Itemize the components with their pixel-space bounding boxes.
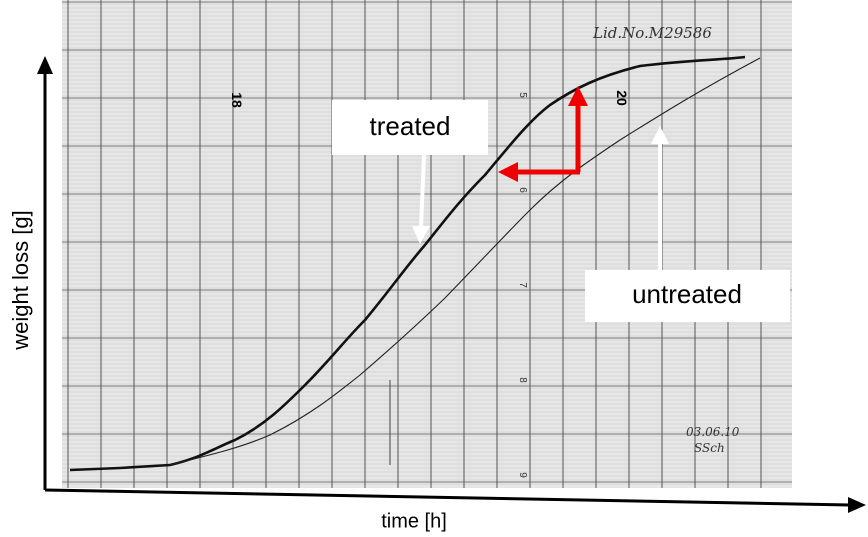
treated-curve [69, 55, 746, 472]
x-axis-head [848, 497, 866, 513]
paper-signature: SSch [694, 441, 725, 455]
x-axis-label: time [h] [381, 510, 447, 532]
treated-arrow-head [412, 226, 430, 244]
hour-mark: 20 [614, 90, 630, 106]
red-arrow-left-head [498, 162, 518, 182]
red-arrow-up-head [568, 86, 588, 106]
paper-header: Lid.No.M29586 [592, 24, 712, 42]
treated-arrow [419, 154, 426, 229]
y-axis-label: weight loss [g] [8, 210, 33, 350]
hour-mark: 18 [229, 92, 245, 108]
treated-label: treated [370, 111, 451, 141]
scale-mark: 9 [517, 472, 528, 478]
paper-date: 03.06.10 [686, 425, 740, 439]
untreated-curve [169, 57, 761, 466]
untreated-label: untreated [632, 279, 742, 309]
scale-mark: 7 [517, 282, 528, 288]
x-axis [44, 488, 851, 507]
scale-mark: 6 [517, 187, 528, 193]
untreated-arrow-head [651, 126, 669, 144]
scale-mark: 8 [517, 377, 528, 383]
treated-box [332, 100, 488, 155]
scale-mark: 5 [517, 92, 528, 98]
untreated-box [585, 270, 790, 322]
y-axis-head [37, 56, 53, 74]
